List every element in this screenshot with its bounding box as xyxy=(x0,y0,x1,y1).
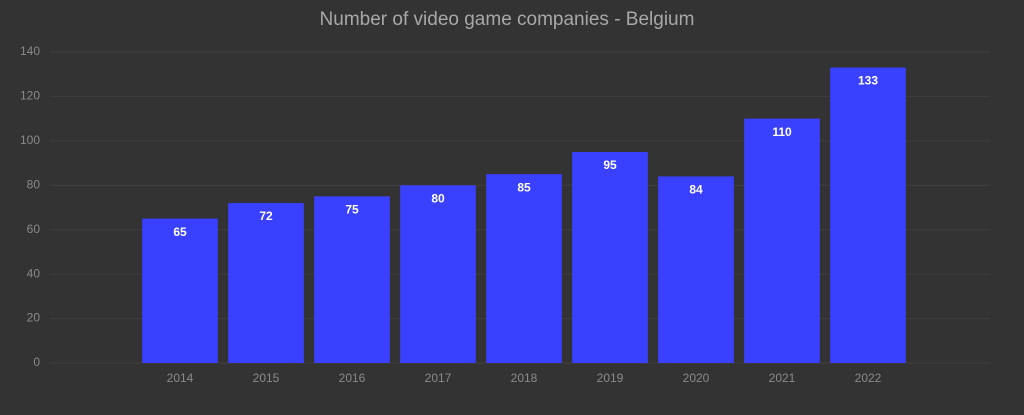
y-tick-label: 40 xyxy=(27,266,41,280)
chart-title: Number of video game companies - Belgium xyxy=(320,9,695,30)
x-tick-label: 2017 xyxy=(425,371,452,385)
bar xyxy=(744,118,820,364)
data-label: 95 xyxy=(603,158,617,172)
y-tick-label: 60 xyxy=(27,222,41,236)
x-tick-label: 2016 xyxy=(339,371,366,385)
bar xyxy=(142,218,218,363)
bar xyxy=(314,196,390,363)
x-tick-label: 2021 xyxy=(769,371,796,385)
bar xyxy=(572,151,648,363)
bar xyxy=(658,176,734,363)
data-label: 133 xyxy=(858,74,878,88)
bar xyxy=(400,185,476,363)
data-label: 110 xyxy=(772,125,792,139)
y-tick-label: 80 xyxy=(27,177,41,191)
bar xyxy=(486,174,562,363)
data-label: 75 xyxy=(345,203,359,217)
data-label: 85 xyxy=(517,180,531,194)
data-label: 72 xyxy=(259,209,273,223)
data-label: 65 xyxy=(173,225,187,239)
y-tick-label: 100 xyxy=(20,133,40,147)
y-tick-label: 0 xyxy=(33,355,40,369)
data-label: 80 xyxy=(431,191,445,205)
x-tick-label: 2014 xyxy=(167,371,194,385)
bar xyxy=(228,203,304,363)
x-tick-label: 2019 xyxy=(597,371,624,385)
y-tick-label: 20 xyxy=(27,311,41,325)
y-tick-label: 120 xyxy=(20,89,40,103)
bar xyxy=(830,67,906,364)
y-tick-label: 140 xyxy=(20,44,40,58)
x-tick-label: 2022 xyxy=(855,371,882,385)
x-tick-label: 2020 xyxy=(683,371,710,385)
x-tick-label: 2015 xyxy=(253,371,280,385)
x-tick-label: 2018 xyxy=(511,371,538,385)
data-label: 84 xyxy=(689,183,703,197)
